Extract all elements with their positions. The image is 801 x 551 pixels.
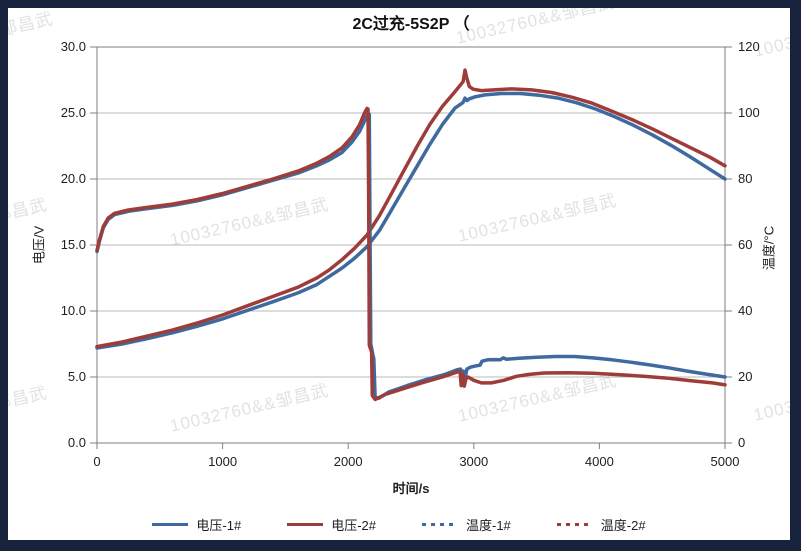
- solid-line-swatch: [152, 522, 189, 526]
- chart-title: 2C过充-5S2P （: [352, 16, 470, 33]
- legend-label: 电压-2#: [331, 517, 376, 533]
- y-tick-right-40: 40: [738, 303, 753, 318]
- y-tick-right-20: 20: [738, 369, 753, 384]
- x-tick-label-2000: 2000: [333, 454, 363, 469]
- legend-item-电压-1#: 电压-1#: [152, 515, 241, 534]
- legend-label: 温度-1#: [466, 517, 511, 533]
- x-tick-label-5000: 5000: [710, 454, 740, 469]
- x-tick-label-4000: 4000: [584, 454, 614, 469]
- y-tick-left-5.0: 5.0: [67, 369, 86, 384]
- x-tick-label-1000: 1000: [208, 454, 238, 469]
- legend: 电压-1# 电压-2# 温度-1# 温度-2#: [8, 511, 790, 537]
- x-tick-label-0: 0: [93, 454, 101, 469]
- x-axis-title: 时间/s: [392, 481, 430, 496]
- legend-label: 温度-2#: [600, 517, 646, 533]
- y-tick-left-10.0: 10.0: [60, 303, 86, 318]
- right-axis-title: 温度/°C: [761, 225, 777, 271]
- legend-item-温度-2#: 温度-2#: [556, 515, 646, 534]
- y-tick-right-0: 0: [738, 435, 746, 450]
- y-tick-left-30.0: 30.0: [60, 39, 86, 54]
- y-tick-left-0.0: 0.0: [67, 435, 86, 450]
- series-line-温度-1#: [95, 91, 727, 350]
- series-line-电压-2#: [95, 106, 727, 402]
- dotted-line-swatch: [422, 522, 458, 526]
- y-tick-right-120: 120: [738, 39, 760, 54]
- y-tick-left-20.0: 20.0: [60, 171, 86, 186]
- y-tick-left-25.0: 25.0: [60, 105, 86, 120]
- legend-label: 电压-1#: [196, 517, 242, 533]
- x-tick-label-3000: 3000: [459, 454, 489, 469]
- y-tick-left-15.0: 15.0: [60, 237, 86, 252]
- series-line-温度-2#: [95, 68, 727, 349]
- y-tick-right-80: 80: [738, 171, 753, 186]
- solid-line-swatch: [287, 522, 324, 526]
- y-tick-right-60: 60: [738, 237, 753, 252]
- legend-item-温度-1#: 温度-1#: [422, 515, 511, 534]
- plot-area: [90, 46, 732, 449]
- dotted-line-swatch: [556, 522, 593, 526]
- y-tick-right-100: 100: [738, 105, 760, 120]
- legend-item-电压-2#: 电压-2#: [287, 515, 376, 534]
- chart-panel: 邹昌武 10032760&&邹昌武 1003 邹昌武 10032760&&邹昌武 1003…: [8, 8, 790, 540]
